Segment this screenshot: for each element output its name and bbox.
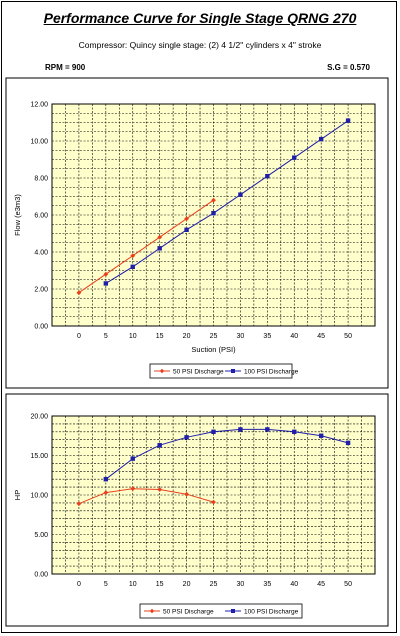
- x-tick-label: 45: [317, 333, 325, 340]
- y-tick-label: 12.00: [30, 102, 48, 109]
- y-tick-label: 5.00: [34, 532, 48, 539]
- data-point-50psi: [157, 234, 163, 240]
- y-tick-label: 10.00: [30, 493, 48, 500]
- rpm-label: RPM = 900: [45, 63, 86, 72]
- data-point-50psi: [211, 499, 216, 505]
- sg-label: S.G = 0.570: [327, 63, 370, 72]
- y-axis-title: HP: [13, 490, 22, 500]
- data-point-100psi: [265, 427, 270, 432]
- x-tick-label: 10: [129, 581, 137, 588]
- data-point-50psi: [103, 490, 109, 496]
- y-tick-label: 6.00: [34, 213, 48, 220]
- chart-1: 0.00 2.00 4.00 6.00 8.00 10.00 12.00 0 5 10 15 20 25…: [5, 77, 389, 389]
- legend-marker-50psi: [159, 368, 165, 374]
- compressor-subtitle: Compressor: Quincy single stage: (2) 4 1…: [78, 40, 322, 50]
- x-tick-label: 45: [317, 581, 325, 588]
- x-tick-label: 35: [263, 333, 271, 340]
- data-point-50psi: [76, 290, 82, 296]
- y-tick-label: 10.00: [30, 139, 48, 146]
- legend-box: [139, 603, 303, 619]
- y-axis-title: Flow (e3m3): [13, 194, 22, 236]
- data-point-50psi: [184, 491, 189, 497]
- data-point-100psi: [211, 210, 216, 216]
- legend-box: [149, 363, 293, 379]
- data-point-100psi: [184, 227, 189, 232]
- x-tick-label: 25: [210, 333, 218, 340]
- legend-label: 100 PSI Discharge: [244, 608, 299, 615]
- x-tick-label: 20: [183, 333, 191, 340]
- legend-marker-100psi: [231, 369, 235, 373]
- page-title: Performance Curve for Single Stage QRNG …: [43, 10, 357, 26]
- data-point-100psi: [345, 440, 351, 446]
- x-tick-label: 30: [237, 333, 245, 340]
- data-point-50psi: [130, 253, 136, 259]
- legend-label: 50 PSI Discharge: [163, 608, 214, 615]
- x-tick-label: 35: [263, 581, 271, 588]
- data-point-100psi: [211, 429, 216, 434]
- y-tick-label: 8.00: [34, 176, 48, 183]
- x-tick-label: 25: [210, 581, 218, 588]
- y-tick-label: 0.00: [34, 324, 48, 331]
- x-tick-label: 50: [344, 581, 352, 588]
- y-tick-label: 15.00: [30, 453, 48, 460]
- x-tick-label: 15: [156, 333, 164, 340]
- data-point-100psi: [265, 173, 270, 179]
- data-point-100psi: [238, 192, 243, 197]
- y-tick-label: 2.00: [34, 287, 48, 294]
- data-point-100psi: [238, 427, 243, 432]
- data-point-100psi: [157, 443, 162, 448]
- x-tick-label: 20: [183, 581, 191, 588]
- data-point-50psi: [184, 216, 189, 222]
- series-line-100psi: [105, 120, 349, 284]
- data-point-100psi: [318, 433, 324, 438]
- data-point-100psi: [292, 429, 297, 434]
- data-point-100psi: [103, 477, 109, 482]
- legend-marker-100psi: [231, 609, 235, 613]
- data-point-50psi: [76, 501, 82, 507]
- series-line-50psi: [78, 199, 214, 294]
- data-point-100psi: [318, 136, 324, 142]
- chart-2: 0.00 5.00 10.00 15.00 20.00 0 5 10 15 20 25 30 35 40 4…: [5, 393, 389, 627]
- series-line-50psi: [78, 488, 214, 505]
- x-tick-label: 0: [77, 333, 81, 340]
- data-point-100psi: [103, 281, 109, 286]
- data-point-50psi: [157, 487, 163, 492]
- data-point-100psi: [292, 155, 297, 160]
- x-tick-label: 5: [104, 333, 108, 340]
- legend-marker-50psi: [149, 608, 155, 614]
- x-tick-label: 15: [156, 581, 164, 588]
- y-tick-label: 0.00: [34, 572, 48, 579]
- data-point-100psi: [157, 246, 162, 251]
- x-tick-label: 50: [344, 333, 352, 340]
- data-point-50psi: [103, 271, 109, 277]
- x-axis-title: Suction (PSI): [191, 345, 236, 354]
- data-point-100psi: [345, 118, 351, 123]
- data-point-100psi: [130, 264, 135, 269]
- legend-label: 100 PSI Discharge: [244, 368, 299, 375]
- y-tick-label: 20.00: [30, 414, 48, 421]
- legend-label: 50 PSI Discharge: [173, 368, 224, 375]
- data-point-100psi: [130, 456, 135, 461]
- y-tick-label: 4.00: [34, 250, 48, 257]
- x-tick-label: 40: [290, 333, 298, 340]
- data-point-100psi: [184, 435, 189, 440]
- x-tick-label: 0: [77, 581, 81, 588]
- x-tick-label: 30: [237, 581, 245, 588]
- data-point-50psi: [130, 486, 136, 492]
- x-tick-label: 10: [129, 333, 137, 340]
- data-point-50psi: [211, 197, 216, 203]
- x-tick-label: 5: [104, 581, 108, 588]
- x-tick-label: 40: [290, 581, 298, 588]
- series-line-100psi: [105, 428, 349, 480]
